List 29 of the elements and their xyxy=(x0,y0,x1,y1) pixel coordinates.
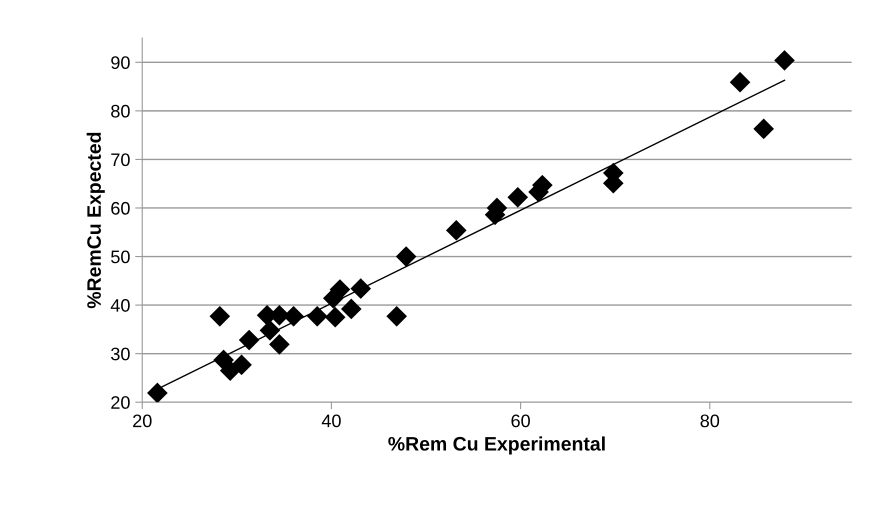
x-tick-label: 40 xyxy=(322,414,341,428)
y-tick-label: 60 xyxy=(111,202,130,215)
point xyxy=(446,220,467,241)
x-tick-label: 20 xyxy=(133,414,152,428)
point xyxy=(324,306,346,328)
point xyxy=(396,246,416,267)
point xyxy=(774,50,795,71)
y-tick-label: 90 xyxy=(111,56,130,70)
point xyxy=(386,306,407,327)
y-axis-title: %RemCu Expected xyxy=(86,132,105,308)
x-axis-title: %Rem Cu Experimental xyxy=(388,436,605,455)
point xyxy=(269,334,290,355)
y-tick-label: 20 xyxy=(111,396,130,409)
y-tick-label: 70 xyxy=(111,153,130,166)
point xyxy=(753,118,774,140)
point xyxy=(260,320,280,341)
point xyxy=(231,354,252,376)
x-tick-label: 80 xyxy=(700,414,720,428)
point xyxy=(340,298,362,320)
y-tick-label: 30 xyxy=(111,348,130,360)
point xyxy=(507,187,528,208)
point xyxy=(147,382,168,402)
y-tick-label: 40 xyxy=(110,299,130,312)
point xyxy=(210,306,230,327)
y-tick-label: 80 xyxy=(111,104,130,118)
x-tick-label: 60 xyxy=(511,414,530,428)
point xyxy=(306,306,328,327)
point xyxy=(730,72,750,93)
y-tick-label: 50 xyxy=(111,250,130,264)
